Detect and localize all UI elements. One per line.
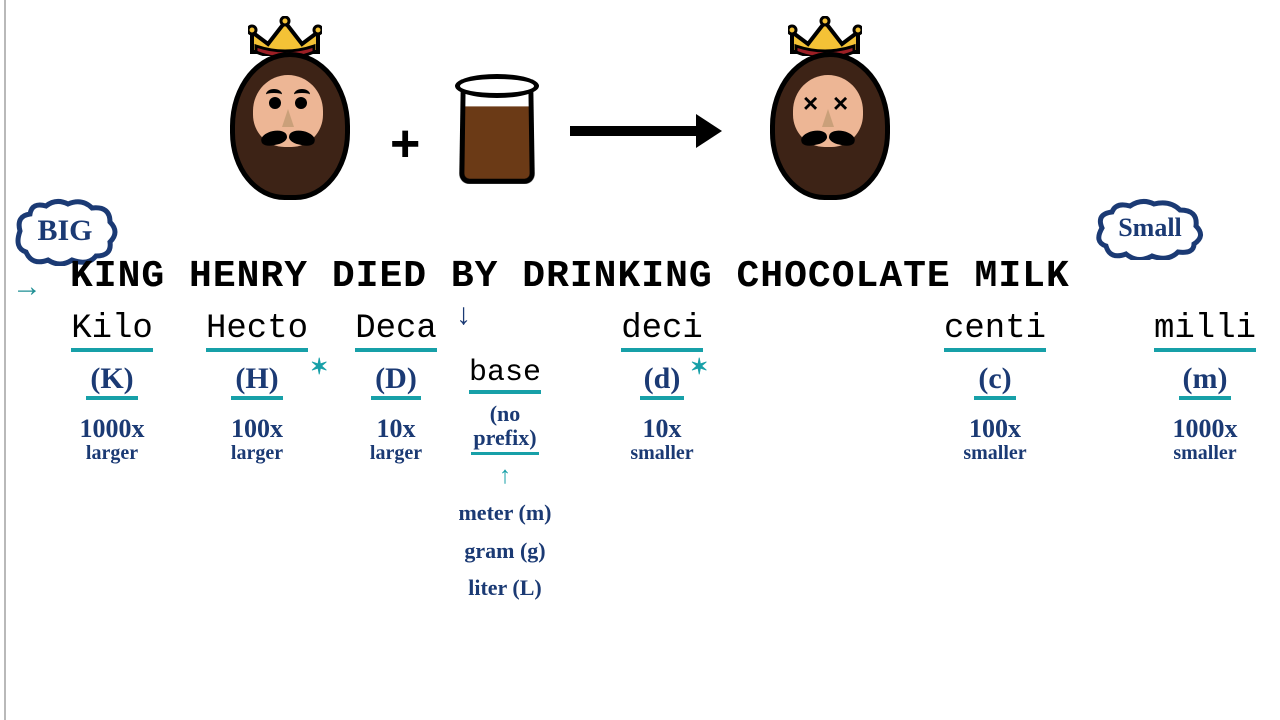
prefix-abbr: (c)	[978, 364, 1011, 394]
arrow-right-icon	[570, 126, 700, 136]
marker-icon: ✶	[690, 356, 708, 378]
marker-icon: ✶	[310, 356, 328, 378]
prefix-name: Deca	[355, 312, 437, 346]
prefix-desc: 100xlarger	[192, 414, 322, 465]
prefix-desc: 10xsmaller	[602, 414, 722, 465]
prefix-desc: 1000xlarger	[52, 414, 172, 465]
prefix-name: deci	[621, 312, 703, 346]
base-column: base (noprefix) ↑ meter (m)gram (g)liter (L…	[430, 358, 580, 607]
small-label: Small	[1090, 196, 1210, 260]
prefix-col-deci: deci (d) 10xsmaller	[602, 312, 722, 465]
up-arrow-icon: ↑	[430, 464, 580, 488]
crown-icon	[788, 16, 862, 56]
plus-icon: +	[390, 118, 420, 170]
base-note: (noprefix)	[473, 402, 536, 450]
prefix-name: Hecto	[206, 312, 308, 346]
down-arrow-icon: ↓	[456, 300, 471, 330]
prefix-name: milli	[1154, 312, 1256, 346]
prefix-abbr: (m)	[1183, 364, 1228, 394]
mnemonic-sentence: KING HENRY DIED BY DRINKING CHOCOLATE MI…	[70, 258, 1250, 296]
prefix-abbr: (K)	[90, 364, 133, 394]
illustration-row: + ××	[0, 18, 1280, 248]
chocolate-milk-icon	[460, 78, 534, 183]
prefix-col-hecto: Hecto (H) 100xlarger	[192, 312, 322, 465]
prefix-name: Kilo	[71, 312, 153, 346]
prefix-col-centi: centi (c) 100xsmaller	[930, 312, 1060, 465]
prefix-desc: 1000xsmaller	[1140, 414, 1270, 465]
diagram-stage: + ×× BIG	[0, 0, 1280, 720]
prefix-col-kilo: Kilo (K) 1000xlarger	[52, 312, 172, 465]
prefix-abbr: (d)	[644, 364, 681, 394]
prefix-col-milli: milli (m) 1000xsmaller	[1140, 312, 1270, 465]
prefix-abbr: (H)	[235, 364, 278, 394]
prefix-abbr: (D)	[375, 364, 417, 394]
base-units: meter (m)gram (g)liter (L)	[430, 494, 580, 606]
prefix-desc: 100xsmaller	[930, 414, 1060, 465]
base-label: base	[469, 358, 541, 388]
prefix-name: centi	[944, 312, 1046, 346]
pointer-arrow-icon: →	[12, 272, 42, 302]
crown-icon	[248, 16, 322, 56]
small-bubble: Small	[1090, 196, 1210, 260]
